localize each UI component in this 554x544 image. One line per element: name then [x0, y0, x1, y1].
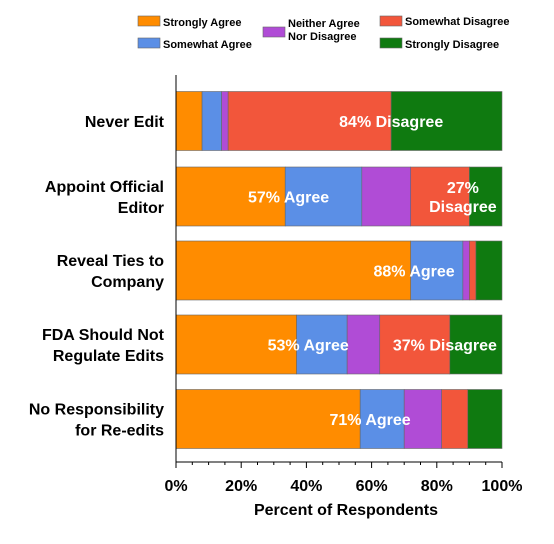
x-axis: 0% 20% 40% 60% 80% 100% — [164, 75, 522, 495]
bar-segment-3-3 — [379, 314, 451, 375]
annotation-2-1: Disagree — [429, 199, 497, 216]
legend-swatch-1 — [137, 37, 161, 49]
x-tick-label-4: 80% — [421, 478, 453, 495]
bar-segment-4-1 — [359, 389, 405, 449]
category-label-3-1: Regulate Edits — [53, 348, 164, 365]
bar-segment-2-0 — [175, 240, 412, 301]
category-label-1-0: Appoint Official — [45, 179, 164, 196]
bar-segment-1-3 — [410, 166, 470, 227]
annotation-2-0: 27% — [447, 180, 479, 197]
x-tick-label-2: 40% — [290, 478, 322, 495]
legend-swatch-3 — [379, 15, 403, 27]
bar-segment-2-2 — [462, 240, 470, 301]
category-label-2-0: Reveal Ties to — [57, 253, 165, 270]
legend-label-0-0: Strongly Agree — [163, 17, 241, 29]
legend-label-4-0: Strongly Disagree — [405, 39, 499, 51]
bar-segment-2-1 — [410, 240, 464, 301]
x-tick-label-3: 60% — [356, 478, 388, 495]
bar-segment-4-3 — [441, 389, 469, 449]
category-label-4-1: for Re-edits — [75, 423, 164, 440]
legend-swatch-4 — [379, 37, 403, 49]
legend-label-2-1: Nor Disagree — [288, 31, 356, 43]
bar-segment-2-3 — [469, 240, 477, 301]
category-label-4-0: No Responsibility — [29, 402, 164, 419]
annotation-1-0: 57% Agree — [248, 190, 329, 207]
x-tick-label-5: 100% — [482, 478, 523, 495]
bar-segment-0-1 — [201, 91, 222, 151]
bar-segment-1-0 — [175, 166, 286, 227]
annotation-4-0: 53% Agree — [268, 338, 349, 355]
legend-label-1-0: Somewhat Agree — [163, 39, 252, 51]
legend: Strongly Agree Somewhat Agree Neither Agre… — [137, 15, 510, 51]
legend-swatch-0 — [137, 15, 161, 27]
bar-segment-3-4 — [449, 314, 503, 375]
category-label-2-1: Company — [91, 274, 164, 291]
legend-swatch-2 — [262, 26, 286, 38]
x-axis-label: Percent of Respondents — [254, 502, 438, 519]
bar-segment-1-1 — [284, 166, 363, 227]
annotation-5-0: 37% Disagree — [393, 338, 497, 355]
x-tick-label-0: 0% — [164, 478, 187, 495]
bar-segment-4-2 — [403, 389, 442, 449]
category-label-1-1: Editor — [118, 200, 164, 217]
bar-segment-3-2 — [346, 314, 381, 375]
bar-segment-2-4 — [475, 240, 503, 301]
category-label-0-0: Never Edit — [85, 114, 165, 131]
bar-segment-0-0 — [175, 91, 203, 151]
annotations: 84% Disagree 57% Agree 27% Disagree 88% Agre… — [248, 114, 497, 429]
bar-segment-3-0 — [175, 314, 297, 375]
legend-label-3-0: Somewhat Disagree — [405, 16, 510, 28]
annotation-3-0: 88% Agree — [373, 264, 454, 281]
bar-segment-3-1 — [296, 314, 348, 375]
bar-segment-1-2 — [361, 166, 412, 227]
bar-segment-0-4 — [390, 91, 503, 151]
category-label-3-0: FDA Should Not — [42, 327, 165, 344]
category-labels: Never Edit Appoint Official Editor Reveal T… — [29, 114, 165, 440]
bar-segment-4-4 — [467, 389, 503, 449]
annotation-0-0: 84% Disagree — [339, 114, 443, 131]
bars — [175, 91, 503, 449]
bar-segment-1-4 — [469, 166, 503, 227]
legend-label-2-0: Neither Agree — [288, 18, 360, 30]
bar-segment-0-2 — [221, 91, 229, 151]
x-tick-label-1: 20% — [225, 478, 257, 495]
bar-segment-4-0 — [175, 389, 361, 449]
annotation-6-0: 71% Agree — [329, 412, 410, 429]
